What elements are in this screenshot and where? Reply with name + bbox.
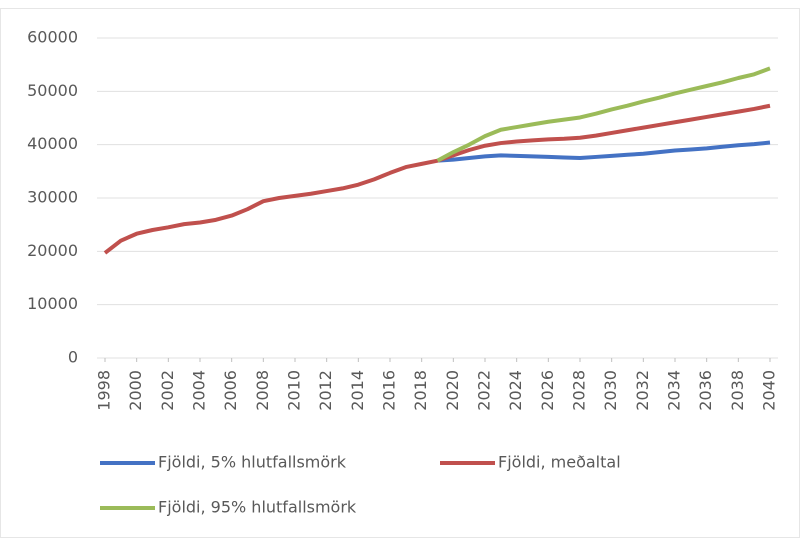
x-tick-label: 2026 [538, 370, 557, 411]
x-tick-label: 2012 [316, 370, 335, 411]
x-tick-label: 2014 [348, 370, 367, 411]
y-tick-label: 40000 [27, 134, 78, 153]
series-line [103, 103, 771, 255]
x-tick-label: 1998 [95, 370, 114, 411]
x-tick-label: 2040 [760, 370, 779, 411]
x-tick-label: 2030 [601, 370, 620, 411]
x-tick-label: 2028 [570, 370, 589, 411]
y-tick-label: 30000 [27, 188, 78, 207]
x-tick-label: 2002 [158, 370, 177, 411]
x-tick-label: 2036 [696, 370, 715, 411]
y-tick-label: 10000 [27, 294, 78, 313]
x-tick-label: 2010 [285, 370, 304, 411]
legend-label: Fjöldi, meðaltal [498, 453, 621, 472]
legend-label: Fjöldi, 5% hlutfallsmörk [158, 453, 347, 472]
x-tick-label: 2018 [411, 370, 430, 411]
x-tick-label: 2032 [633, 370, 652, 411]
x-tick-label: 2000 [126, 370, 145, 411]
y-tick-label: 50000 [27, 81, 78, 100]
chart-frame [0, 8, 800, 538]
x-tick-label: 2006 [221, 370, 240, 411]
series-line [436, 66, 771, 163]
x-tick-label: 2020 [443, 370, 462, 411]
y-tick-label: 0 [68, 348, 78, 367]
x-tick-label: 2024 [506, 370, 525, 411]
x-tick-label: 2022 [475, 370, 494, 411]
x-tick-label: 2004 [190, 370, 209, 411]
y-tick-label: 60000 [27, 28, 78, 47]
x-tick-label: 2038 [728, 370, 747, 411]
x-tick-label: 2016 [380, 370, 399, 411]
x-tick-label: 2008 [253, 370, 272, 411]
y-tick-label: 20000 [27, 241, 78, 260]
x-tick-label: 2034 [665, 370, 684, 411]
legend-label: Fjöldi, 95% hlutfallsmörk [158, 498, 357, 517]
series-line [437, 140, 771, 163]
